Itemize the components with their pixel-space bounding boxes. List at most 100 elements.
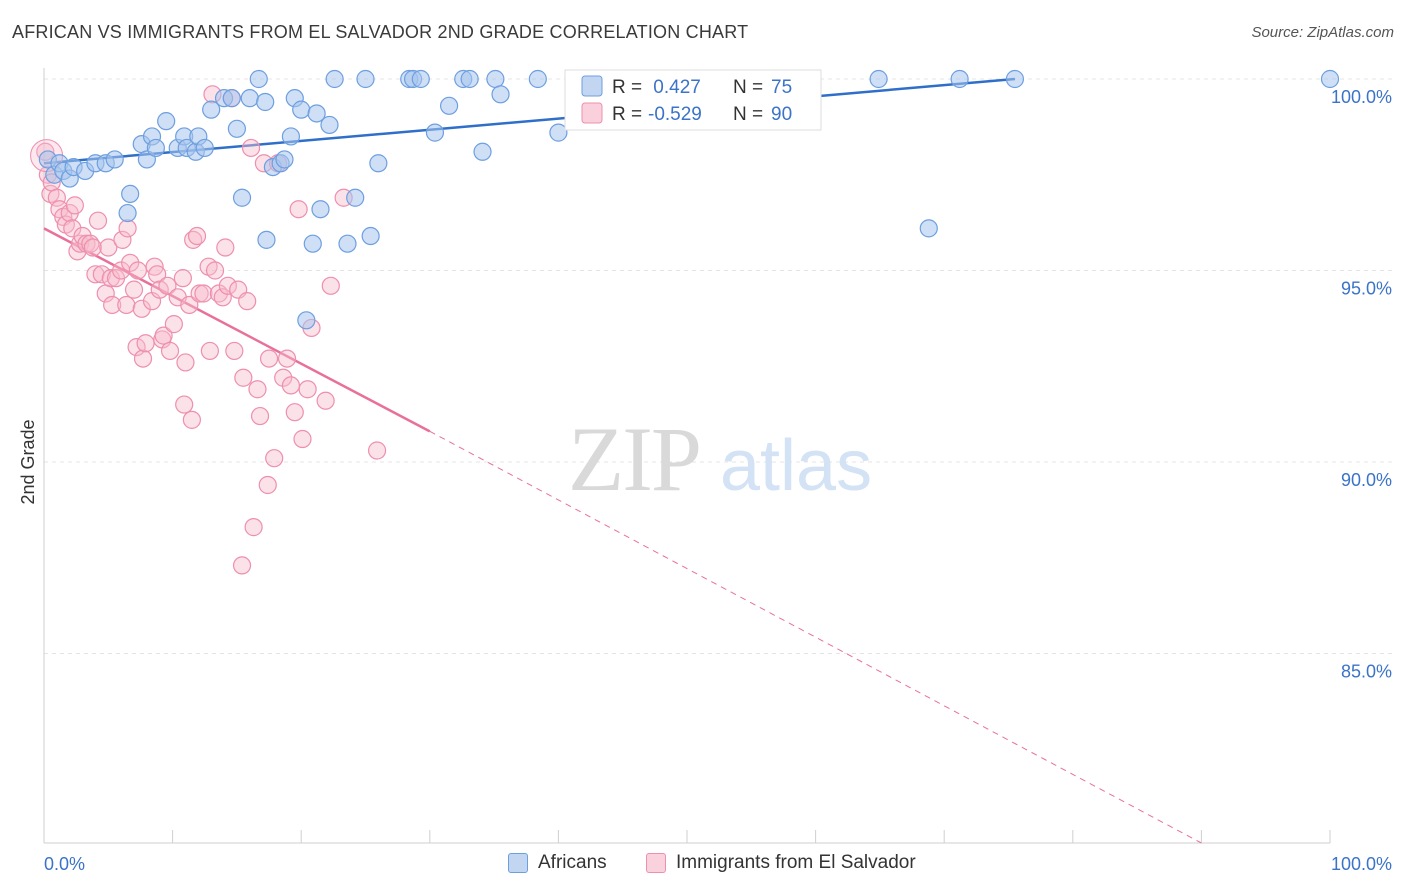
data-point-africans [118, 203, 137, 223]
data-point-africans [232, 188, 252, 207]
data-point-el-salvador [213, 288, 232, 307]
data-point-el-salvador [281, 376, 301, 395]
data-point-el-salvador [127, 338, 146, 357]
trend-line-el-salvador [43, 227, 431, 433]
data-point-africans [307, 104, 326, 123]
data-point-africans [919, 219, 938, 238]
data-point-africans [281, 127, 301, 146]
data-point-el-salvador [99, 238, 118, 257]
data-point-el-salvador [103, 295, 122, 315]
data-point-el-salvador [132, 299, 151, 318]
data-point-africans [356, 69, 375, 89]
data-point-africans [411, 69, 430, 89]
data-point-el-salvador [367, 441, 387, 460]
data-point-africans [346, 188, 365, 207]
data-point-africans [1005, 69, 1025, 89]
data-point-africans [292, 100, 311, 119]
data-point-africans [528, 69, 547, 89]
data-point-el-salvador [117, 295, 136, 315]
data-point-africans [275, 150, 294, 169]
data-point-el-salvador [298, 380, 317, 399]
data-point-el-salvador [182, 410, 201, 429]
data-point-el-salvador [277, 349, 297, 368]
data-point-africans [869, 69, 888, 89]
data-point-africans [425, 123, 445, 142]
data-point-el-salvador [289, 200, 308, 219]
data-point-el-salvador [86, 265, 105, 284]
data-point-el-salvador [205, 261, 225, 280]
data-point-africans [256, 92, 275, 112]
data-point-el-salvador [241, 138, 261, 158]
data-point-el-salvador [216, 238, 235, 257]
legend-box: R = 0.427 N = 75 R = -0.529 N = 90 [564, 69, 822, 131]
data-point-el-salvador [285, 403, 304, 422]
watermark-atlas: atlas [720, 426, 872, 506]
data-point-el-salvador [83, 238, 102, 257]
data-point-africans [222, 89, 241, 108]
data-point-el-salvador [136, 334, 155, 353]
data-point-africans [311, 200, 330, 219]
data-point-africans [297, 311, 316, 330]
data-point-el-salvador [175, 395, 194, 414]
data-point-el-salvador [88, 211, 108, 230]
data-point-el-salvador [250, 406, 270, 426]
legend-r-value-2: -0.529 [648, 104, 702, 125]
gridlines: 100.0% 95.0% 90.0% 85.0% [44, 78, 1392, 682]
data-point-el-salvador [164, 315, 183, 334]
data-point-el-salvador [293, 429, 312, 449]
data-point-el-salvador [118, 219, 137, 238]
legend-r-value-1: 0.427 [648, 77, 701, 98]
data-point-africans [439, 96, 459, 115]
watermark-zip: ZIP [568, 408, 700, 510]
data-point-el-salvador [248, 380, 267, 399]
data-point-el-salvador [154, 326, 173, 345]
data-point-africans [549, 123, 568, 142]
chart-source: Source: ZipAtlas.com [1251, 24, 1394, 41]
data-point-el-salvador [65, 196, 84, 215]
x-tick-label: 100.0% [1331, 854, 1392, 874]
data-point-africans [121, 184, 140, 203]
data-point-el-salvador [47, 188, 66, 207]
legend-swatch-el-salvador [581, 102, 603, 124]
data-point-el-salvador [160, 341, 180, 361]
y-tick-label: 90.0% [1341, 470, 1392, 490]
data-point-africans [240, 89, 259, 108]
data-point-el-salvador [121, 253, 140, 272]
legend-swatch-africans [581, 75, 603, 97]
legend-label-africans: Africans [538, 852, 607, 873]
legend-n-value-2: 90 [771, 104, 792, 125]
data-point-el-salvador [259, 349, 279, 368]
data-point-el-salvador [101, 269, 120, 288]
data-point-el-salvador [190, 284, 209, 303]
trend-line-el-salvador-projection [429, 430, 1202, 844]
data-point-el-salvador [238, 292, 257, 311]
data-point-africans [227, 119, 246, 138]
legend-r-label-2: R = [612, 104, 642, 125]
data-point-el-salvador [200, 341, 219, 361]
data-point-africans [325, 69, 344, 89]
data-point-el-salvador [258, 475, 277, 495]
legend-n-label-1: N = [733, 77, 763, 98]
data-point-el-salvador [158, 276, 177, 295]
data-point-africans [303, 234, 322, 253]
data-point-africans [473, 142, 492, 161]
data-point-africans [249, 69, 268, 89]
legend-item-africans: Africans [508, 852, 607, 874]
data-point-africans [460, 69, 479, 89]
data-point-el-salvador [316, 391, 335, 410]
chart-title: AFRICAN VS IMMIGRANTS FROM EL SALVADOR 2… [12, 22, 749, 42]
watermark: ZIP atlas [568, 408, 872, 510]
data-point-el-salvador [265, 449, 284, 468]
axes: 0.0% 100.0% [43, 68, 1392, 874]
data-point-el-salvador [148, 265, 167, 284]
legend-swatch-el-salvador-bottom [646, 853, 666, 873]
data-point-el-salvador [321, 276, 340, 295]
legend-label-el-salvador: Immigrants from El Salvador [676, 852, 916, 873]
data-point-africans [950, 69, 969, 89]
data-point-el-salvador [234, 368, 253, 387]
data-point-africans [202, 100, 221, 119]
data-point-africans [361, 226, 380, 246]
legend-item-el-salvador: Immigrants from El Salvador [646, 852, 916, 874]
data-point-africans [1320, 69, 1340, 89]
data-point-el-salvador [63, 219, 82, 238]
